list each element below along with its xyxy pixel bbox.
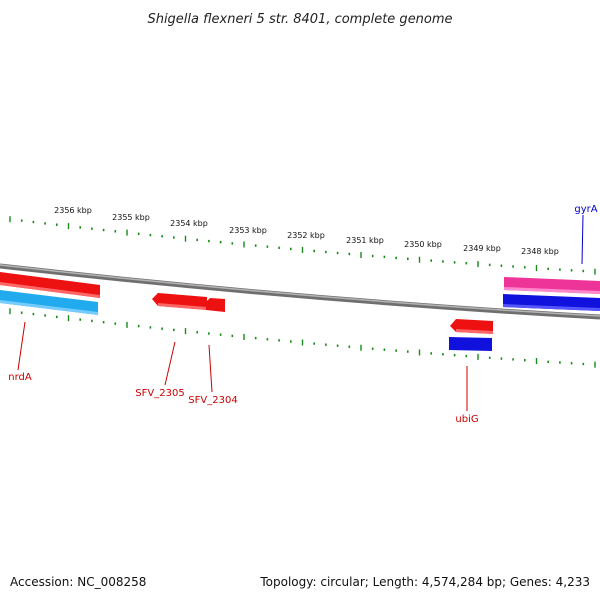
feature-SFV_2304[interactable] <box>206 298 225 312</box>
leader-SFV_2305 <box>164 341 176 386</box>
scale-label-2353: 2353 kbp <box>229 226 267 235</box>
scale-label-2348: 2348 kbp <box>521 247 559 256</box>
genome-backbone-highlight <box>0 264 600 317</box>
reverse-strand-features <box>0 290 600 351</box>
inner-scale-ticks <box>9 308 596 368</box>
feature-nrdA-forward[interactable] <box>0 272 100 298</box>
leader-nrdA <box>17 321 26 371</box>
gene-label-gyrA[interactable]: gyrA <box>574 204 597 215</box>
map-title: Shigella flexneri 5 str. 8401, complete … <box>147 12 452 27</box>
feature-blue-forward-shade <box>503 304 600 311</box>
gene-label-nrdA[interactable]: nrdA <box>8 372 32 383</box>
scale-label-2356: 2356 kbp <box>54 206 92 215</box>
scale-label-2352: 2352 kbp <box>287 231 325 240</box>
outer-scale-ticks <box>9 216 596 275</box>
genome-summary-text: Topology: circular; Length: 4,574,284 bp… <box>259 575 590 589</box>
scale-label-2355: 2355 kbp <box>112 213 150 222</box>
accession-text: Accession: NC_008258 <box>10 575 146 589</box>
leader-gyrA <box>581 214 584 265</box>
gene-labels: gyrA nrdA SFV_2305 SFV_2304 ubiG <box>8 204 598 425</box>
scale-label-2349: 2349 kbp <box>463 244 501 253</box>
feature-cyan-reverse-shade <box>0 300 98 315</box>
gene-label-ubiG[interactable]: ubiG <box>455 414 478 425</box>
gene-label-SFV_2304[interactable]: SFV_2304 <box>188 395 237 406</box>
gene-label-SFV_2305[interactable]: SFV_2305 <box>135 388 184 399</box>
feature-gyrA-shade <box>504 287 600 294</box>
leader-lines <box>17 214 584 411</box>
leader-SFV_2304 <box>208 344 213 393</box>
forward-strand-features <box>0 272 600 312</box>
feature-SFV_2305-shade <box>158 303 207 310</box>
scale-labels: 2356 kbp 2355 kbp 2354 kbp 2353 kbp 2352… <box>54 206 559 256</box>
scale-label-2354: 2354 kbp <box>170 219 208 228</box>
feature-cyan-reverse[interactable] <box>0 290 98 315</box>
scale-label-2351: 2351 kbp <box>346 236 384 245</box>
genome-backbone <box>0 263 600 320</box>
feature-blue-reverse[interactable] <box>449 337 492 351</box>
feature-ubiG-shade <box>456 329 493 334</box>
feature-nrdA-forward-shade <box>0 282 100 298</box>
scale-label-2350: 2350 kbp <box>404 240 442 249</box>
